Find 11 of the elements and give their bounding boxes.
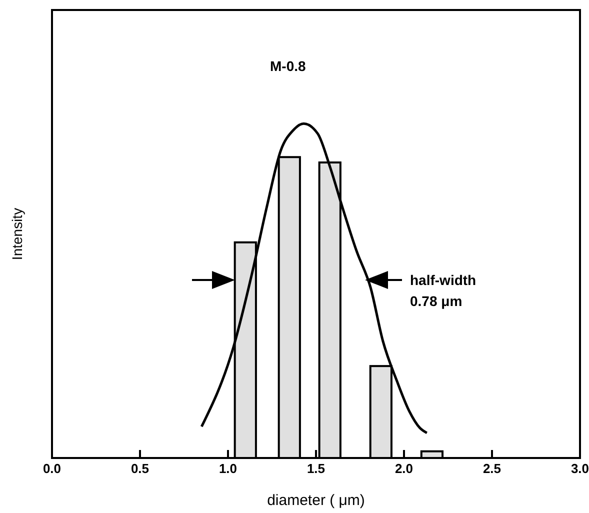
y-axis-title: Intensity: [9, 208, 25, 260]
x-tick-label: 0.0: [42, 461, 62, 476]
x-tick-label: 1.5: [306, 461, 326, 476]
x-tick-label: 2.0: [394, 461, 414, 476]
x-axis-title: diameter ( μm): [267, 492, 365, 509]
x-tick-label: 3.0: [570, 461, 589, 476]
x-tick-label: 0.5: [130, 461, 150, 476]
x-tick-label: 1.0: [218, 461, 238, 476]
text: M-0.8: [270, 58, 306, 74]
annotation: half-width 0.78 μm: [410, 271, 478, 311]
x-tick-label: 2.5: [482, 461, 502, 476]
